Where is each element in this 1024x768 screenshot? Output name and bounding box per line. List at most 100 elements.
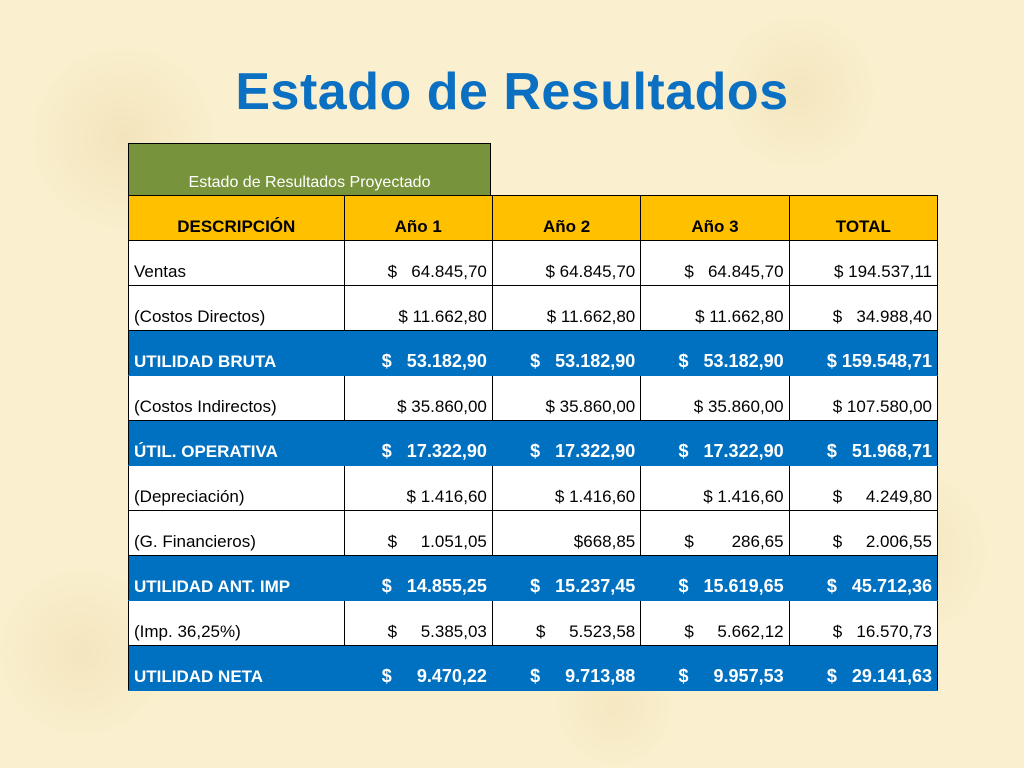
row-value: $ 53.182,90	[640, 330, 790, 376]
row-value: $ 11.662,80	[343, 285, 493, 331]
slide-title: Estado de Resultados	[235, 63, 789, 121]
row-value: $ 17.322,90	[640, 420, 790, 466]
row-value: $ 11.662,80	[491, 285, 642, 331]
value-text: $ 9.957,53	[678, 666, 784, 686]
table-row: (Depreciación) $ 1.416,60 $ 1.416,60 $ 1.41…	[128, 465, 939, 511]
row-value: $ 5.385,03	[343, 600, 493, 646]
row-value: $ 159.548,71	[788, 330, 939, 376]
value-text: $ 9.470,22	[381, 666, 487, 686]
header-total: TOTAL	[788, 195, 939, 241]
row-value: $ 14.855,25	[343, 555, 493, 601]
row-value: $ 53.182,90	[491, 330, 642, 376]
row-value: $ 64.845,70	[491, 240, 642, 286]
value-text: $ 1.416,60	[406, 487, 487, 506]
header-year-2: Año 2	[491, 195, 642, 241]
row-value: $ 17.322,90	[491, 420, 642, 466]
value-text: $ 5.662,12	[684, 622, 784, 641]
row-label: UTILIDAD NETA	[128, 645, 345, 691]
value-text: $ 16.570,73	[832, 622, 932, 641]
row-label: Ventas	[128, 240, 345, 286]
table-row: UTILIDAD NETA $ 9.470,22 $ 9.713,88 $ 9.957…	[128, 645, 939, 691]
value-text: $ 64.845,70	[684, 262, 784, 281]
row-value: $ 35.860,00	[640, 375, 790, 421]
table-header-row: DESCRIPCIÓN Año 1 Año 2 Año 3 TOTAL	[128, 195, 939, 241]
row-value: $ 9.713,88	[491, 645, 642, 691]
value-text: $ 1.051,05	[387, 532, 487, 551]
row-value: $ 194.537,11	[788, 240, 939, 286]
row-label: (G. Financieros)	[128, 510, 345, 556]
row-value: $ 34.988,40	[788, 285, 939, 331]
row-value: $ 15.619,65	[640, 555, 790, 601]
value-text: $ 45.712,36	[826, 576, 932, 596]
value-text: $ 17.322,90	[678, 441, 784, 461]
table-row: UTILIDAD BRUTA $ 53.182,90 $ 53.182,90 $ 53…	[128, 330, 939, 376]
value-text: $ 53.182,90	[678, 351, 784, 371]
table-row: (Costos Directos) $ 11.662,80 $ 11.662,80 $…	[128, 285, 939, 331]
table-row: (Imp. 36,25%) $ 5.385,03 $ 5.523,58 $ 5.662…	[128, 600, 939, 646]
row-value: $ 29.141,63	[788, 645, 939, 691]
value-text: $ 1.416,60	[554, 487, 636, 506]
row-value: $ 4.249,80	[788, 465, 939, 511]
row-value: $ 9.957,53	[640, 645, 790, 691]
row-value: $ 35.860,00	[491, 375, 642, 421]
table-caption: Estado de Resultados Proyectado	[128, 143, 491, 195]
row-value: $ 17.322,90	[343, 420, 493, 466]
row-value: $ 64.845,70	[343, 240, 493, 286]
value-text: $ 53.182,90	[530, 351, 636, 371]
row-value: $668,85	[491, 510, 642, 556]
value-text: $ 53.182,90	[381, 351, 487, 371]
value-text: $ 14.855,25	[381, 576, 487, 596]
row-value: $ 5.662,12	[640, 600, 790, 646]
income-statement-table-container: Estado de Resultados Proyectado DESCRIPC…	[128, 143, 939, 691]
row-value: $ 53.182,90	[343, 330, 493, 376]
value-text: $ 64.845,70	[387, 262, 487, 281]
row-value: $ 286,65	[640, 510, 790, 556]
row-value: $ 16.570,73	[788, 600, 939, 646]
value-text: $ 64.845,70	[545, 262, 636, 281]
row-label: (Costos Indirectos)	[128, 375, 345, 421]
value-text: $ 17.322,90	[381, 441, 487, 461]
table-body: Ventas $ 64.845,70 $ 64.845,70 $ 64.845,70 $…	[128, 240, 939, 691]
value-text: $ 29.141,63	[826, 666, 932, 686]
header-year-3: Año 3	[640, 195, 790, 241]
value-text: $ 11.662,80	[695, 307, 784, 326]
value-text: $ 9.713,88	[530, 666, 636, 686]
row-value: $ 1.416,60	[491, 465, 642, 511]
value-text: $ 34.988,40	[832, 307, 932, 326]
row-value: $ 1.416,60	[343, 465, 493, 511]
value-text: $ 2.006,55	[832, 532, 932, 551]
value-text: $ 4.249,80	[832, 487, 932, 506]
value-text: $668,85	[573, 532, 636, 551]
row-value: $ 9.470,22	[343, 645, 493, 691]
row-label: (Imp. 36,25%)	[128, 600, 345, 646]
row-value: $ 11.662,80	[640, 285, 790, 331]
value-text: $ 35.860,00	[693, 397, 784, 416]
row-value: $ 5.523,58	[491, 600, 642, 646]
row-value: $ 51.968,71	[788, 420, 939, 466]
row-value: $ 35.860,00	[343, 375, 493, 421]
value-text: $ 17.322,90	[530, 441, 636, 461]
row-value: $ 64.845,70	[640, 240, 790, 286]
value-text: $ 15.619,65	[678, 576, 784, 596]
value-text: $ 51.968,71	[826, 441, 932, 461]
value-text: $ 35.860,00	[397, 397, 487, 416]
value-text: $ 159.548,71	[826, 351, 932, 371]
row-value: $ 45.712,36	[788, 555, 939, 601]
value-text: $ 5.523,58	[536, 622, 636, 641]
table-row: (G. Financieros) $ 1.051,05 $668,85 $ 286,6…	[128, 510, 939, 556]
row-label: ÚTIL. OPERATIVA	[128, 420, 345, 466]
row-value: $ 1.051,05	[343, 510, 493, 556]
row-label: UTILIDAD BRUTA	[128, 330, 345, 376]
header-year-1: Año 1	[343, 195, 493, 241]
row-label: (Costos Directos)	[128, 285, 345, 331]
value-text: $ 286,65	[684, 532, 784, 551]
value-text: $ 15.237,45	[530, 576, 636, 596]
value-text: $ 11.662,80	[546, 307, 636, 326]
row-label: (Depreciación)	[128, 465, 345, 511]
value-text: $ 194.537,11	[834, 262, 932, 281]
row-value: $ 1.416,60	[640, 465, 790, 511]
value-text: $ 11.662,80	[398, 307, 487, 326]
value-text: $ 107.580,00	[832, 397, 932, 416]
table-row: UTILIDAD ANT. IMP $ 14.855,25 $ 15.237,45 $…	[128, 555, 939, 601]
header-description: DESCRIPCIÓN	[128, 195, 345, 241]
